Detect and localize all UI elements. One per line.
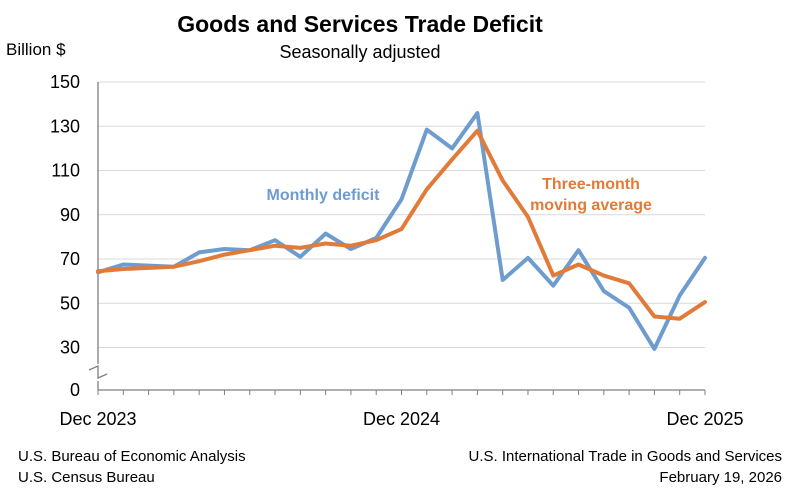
footer-source: U.S. Bureau of Economic Analysis U.S. Ce…: [18, 446, 246, 488]
chart-title: Goods and Services Trade Deficit: [177, 11, 543, 37]
moving-average-label-line: moving average: [530, 197, 652, 214]
y-tick-label-90: 90: [60, 205, 80, 225]
footer-release: U.S. International Trade in Goods and Se…: [468, 446, 782, 488]
series-lines: [96, 111, 707, 351]
monthly-deficit-line: [96, 111, 707, 351]
gridlines: [98, 81, 705, 348]
y-tick-label-30: 30: [60, 338, 80, 358]
axes: [88, 82, 706, 395]
footer-source-bea: U.S. Bureau of Economic Analysis: [18, 448, 246, 465]
axis-break-icon: [88, 364, 108, 380]
y-tick-label-110: 110: [51, 161, 80, 181]
y-tick-label-70: 70: [60, 249, 80, 269]
footer-release-date: February 19, 2026: [659, 469, 782, 486]
x-tick-labels: Dec 2023 Dec 2024 Dec 2025: [59, 409, 743, 429]
y-axis-label: Billion $: [6, 40, 66, 59]
series-labels: Monthly deficit Three-month moving average: [267, 176, 652, 214]
x-tick-label: Dec 2025: [666, 409, 743, 429]
y-tick-label-130: 130: [50, 116, 80, 136]
trade-deficit-chart: Goods and Services Trade Deficit Seasona…: [6, 11, 744, 429]
y-tick-labels: 0 30 50 70 90 110 130 150: [50, 72, 80, 400]
y-tick-label-50: 50: [60, 293, 80, 313]
chart-subtitle: Seasonally adjusted: [279, 42, 440, 62]
y-tick-label-0: 0: [70, 380, 80, 400]
x-tick-label: Dec 2023: [59, 409, 136, 429]
footer-source-census: U.S. Census Bureau: [18, 469, 155, 486]
moving-average-line: [96, 128, 707, 321]
y-tick-label-150: 150: [50, 72, 80, 92]
moving-average-label-line: Three-month: [542, 176, 640, 193]
moving-average-label: Three-month moving average: [530, 176, 652, 214]
x-tick-label: Dec 2024: [363, 409, 440, 429]
footer-release-name: U.S. International Trade in Goods and Se…: [468, 448, 782, 465]
monthly-deficit-label: Monthly deficit: [267, 187, 381, 204]
